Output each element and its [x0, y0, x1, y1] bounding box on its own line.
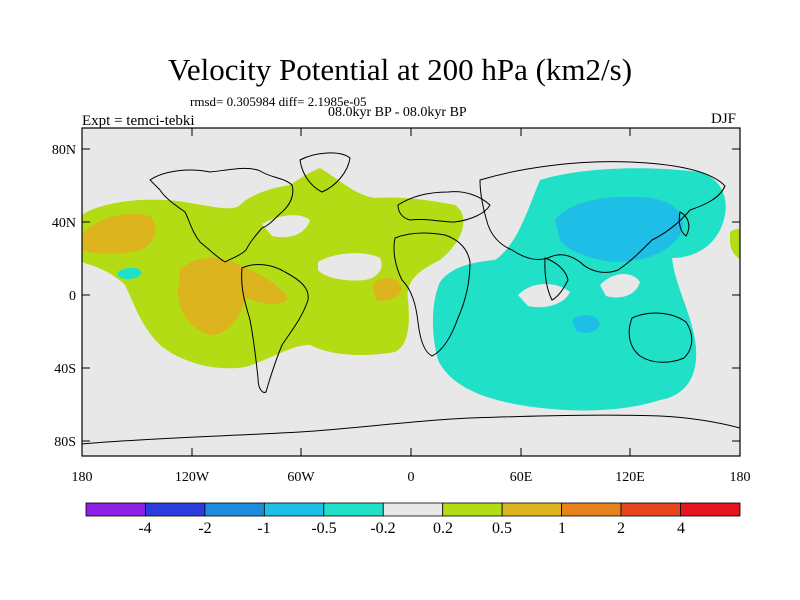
colorbar-label-2: -2	[198, 520, 211, 537]
colorbar-swatch-2	[145, 503, 204, 516]
colorbar-label-5: -0.2	[370, 520, 395, 537]
lon-label-180w: 180	[72, 470, 93, 485]
colorbar-label-10: 4	[677, 520, 685, 537]
lon-label-120w: 120W	[175, 470, 210, 485]
colorbar-label-3: -1	[257, 520, 270, 537]
colorbar-label-4: -0.5	[311, 520, 336, 537]
colorbar: -4 -2 -1 -0.5 -0.2 0.2 0.5 1 2 4	[86, 503, 740, 537]
lon-label-180e: 180	[730, 470, 751, 485]
lat-label-40s: 40S	[54, 362, 76, 377]
colorbar-swatch-6	[383, 503, 442, 516]
colorbar-label-8: 1	[558, 520, 566, 537]
colorbar-swatch-1	[86, 503, 145, 516]
colorbar-label-7: 0.5	[492, 520, 512, 537]
lon-label-0: 0	[408, 470, 415, 485]
lat-label-80n: 80N	[52, 143, 76, 158]
lat-label-0: 0	[69, 289, 76, 304]
colorbar-swatch-7	[443, 503, 502, 516]
lon-label-120e: 120E	[615, 470, 645, 485]
colorbar-swatch-3	[205, 503, 264, 516]
colorbar-swatch-10	[621, 503, 680, 516]
lon-label-60e: 60E	[510, 470, 533, 485]
colorbar-label-1: -4	[138, 520, 151, 537]
colorbar-swatch-9	[562, 503, 621, 516]
colorbar-swatch-11	[681, 503, 741, 516]
colorbar-swatch-8	[502, 503, 561, 516]
map-figure: 80N 40N 0 40S 80S 180 120W 60W 0 60E 120…	[0, 0, 800, 600]
colorbar-swatch-5	[324, 503, 383, 516]
lon-label-60w: 60W	[287, 470, 315, 485]
colorbar-swatch-4	[264, 503, 323, 516]
lat-label-80s: 80S	[54, 435, 76, 450]
lat-label-40n: 40N	[52, 216, 76, 231]
colorbar-label-9: 2	[617, 520, 625, 537]
colorbar-label-6: 0.2	[433, 520, 453, 537]
